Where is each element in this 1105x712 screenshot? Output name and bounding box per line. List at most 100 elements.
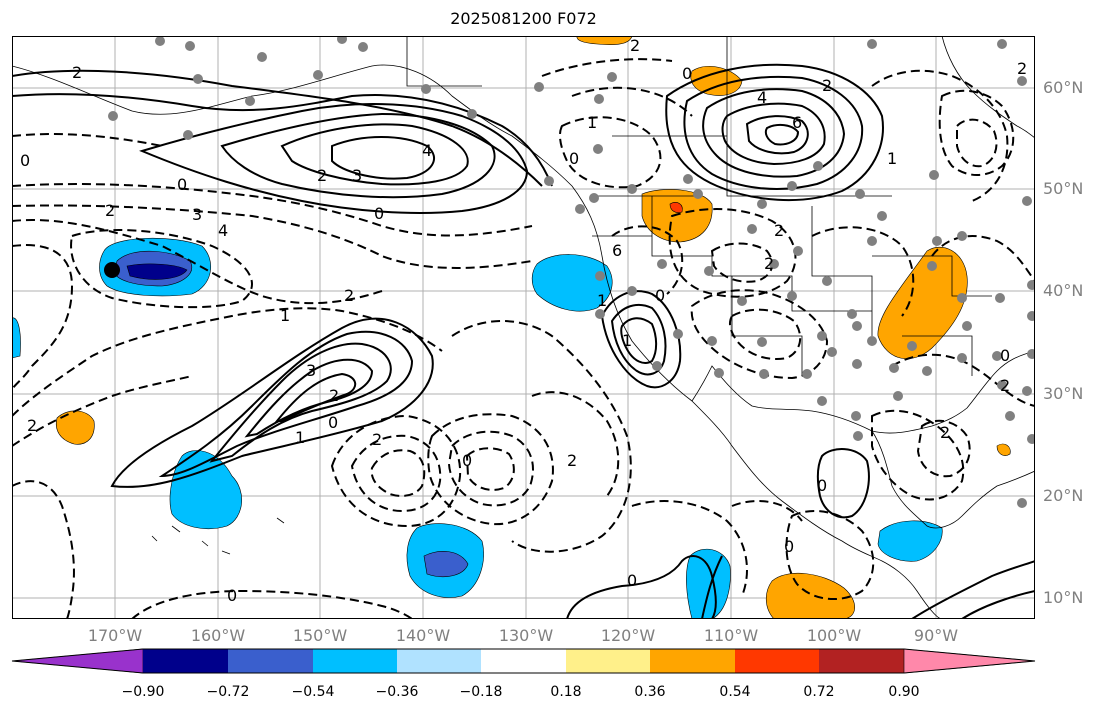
lon-label-170w: 170°W [87,626,143,645]
lat-label-40n: 40°N [1043,281,1084,300]
lon-label-130w: 130°W [498,626,554,645]
contour-label: 2 [630,36,640,55]
colorbar-segment [228,649,313,673]
contour-label: 1 [587,113,597,132]
contour-label: 4 [422,141,432,160]
contour-label: 1 [280,306,290,325]
map-title: 2025081200 F072 [450,9,597,28]
contour-label: 0 [569,149,579,168]
colorbar-segment [566,649,650,673]
contour-label: 0 [627,571,637,590]
contour-label: 0 [682,64,692,83]
contour-label: 2 [105,201,115,220]
contour-label: 3 [306,361,316,380]
coastlines [12,36,1035,619]
dashed-contours [12,58,1035,619]
contour-label: 0 [328,413,338,432]
colorbar-tick-label: 0.72 [803,684,835,700]
colorbar-tick-label: −0.72 [206,684,250,700]
contour-label: 1 [887,149,897,168]
lat-label-20n: 20°N [1043,486,1084,505]
contour-label: 2 [317,166,327,185]
positive-anomaly-canada [690,66,743,96]
contour-label: 0 [1000,346,1010,365]
station-marker-dateline [104,262,120,278]
colorbar-segment [819,649,904,673]
colorbar-segment [735,649,819,673]
contour-label: 1 [597,291,607,310]
contour-label: 6 [792,113,802,132]
map-panel: 2 4 3 2 0 0 2 3 4 2 1 3 2 1 0 2 2 0 2 0 … [12,36,1035,619]
colorbar-tick-label: −0.90 [121,684,165,700]
lat-label-10n: 10°N [1043,588,1084,607]
colorbar-segment [903,648,1036,674]
contour-label: 2 [1000,376,1010,395]
contour-label: 6 [612,241,622,260]
lon-label-120w: 120°W [600,626,656,645]
colorbar-segment [313,649,397,673]
negative-anomaly-mexico-south [686,548,731,619]
positive-anomaly-gulf [996,443,1011,456]
contour-label: 0 [462,451,472,470]
solid-contours [12,63,1035,619]
contour-label: 2 [764,254,774,273]
negative-anomaly-left-edge [12,317,21,359]
negative-anomaly-caribbean [877,520,943,562]
contour-label: 2 [1017,59,1027,78]
negative-anomaly-central-core [423,551,469,577]
contour-label: 2 [822,76,832,95]
lon-label-110w: 110°W [703,626,759,645]
colorbar-tick-label: 0.36 [634,684,666,700]
contour-label: 0 [227,586,237,605]
contour-label: 3 [192,205,202,224]
colorbar-tick-label: 0.54 [719,684,751,700]
contour-label: 4 [218,221,228,240]
contour-label: 0 [20,151,30,170]
contour-label: 1 [622,331,632,350]
lon-label-90w: 90°W [913,626,959,645]
colorbar-segment [481,649,566,673]
colorbar-tick-label: −0.54 [291,684,335,700]
lon-label-150w: 150°W [292,626,348,645]
lon-label-140w: 140°W [395,626,451,645]
positive-anomaly-idaho-core [669,202,683,213]
contour-label: 2 [774,221,784,240]
contour-label: 1 [295,428,305,447]
contour-label: 0 [784,537,794,556]
contour-label: 0 [655,286,665,305]
colorbar [11,648,1036,674]
shaded-anomalies [12,36,1011,619]
colorbar-tick-label: −0.18 [459,684,503,700]
positive-anomaly-appalachian [877,246,968,359]
contour-label: 0 [374,204,384,223]
contour-labels: 2 4 3 2 0 0 2 3 4 2 1 3 2 1 0 2 2 0 2 0 … [20,36,1027,605]
station-dots [108,36,1035,508]
colorbar-segment [650,649,735,673]
lat-label-50n: 50°N [1043,179,1084,198]
lon-label-160w: 160°W [190,626,246,645]
positive-anomaly-mexico-pacific [765,572,855,619]
colorbar-tick-label: −0.36 [375,684,419,700]
contour-label: 2 [940,423,950,442]
colorbar-tick-label: 0.18 [550,684,582,700]
lon-label-100w: 100°W [806,626,862,645]
contour-label: 2 [372,430,382,449]
negative-anomaly-california [531,254,613,312]
contour-label: 3 [352,166,362,185]
colorbar-tick-label: 0.90 [888,684,920,700]
lat-label-30n: 30°N [1043,384,1084,403]
colorbar-segment [143,649,228,673]
contour-label: 0 [177,175,187,194]
lat-label-60n: 60°N [1043,78,1084,97]
contour-label: 2 [72,63,82,82]
contour-label: 2 [329,386,339,405]
negative-anomaly-dateline-max [126,263,188,280]
colorbar-segment [397,649,481,673]
colorbar-segment [11,648,144,674]
contour-label: 2 [27,416,37,435]
contour-label: 4 [757,88,767,107]
contour-label: 2 [344,286,354,305]
contour-label: 0 [817,476,827,495]
contour-label: 2 [567,451,577,470]
colorbar-outline [11,648,1036,674]
